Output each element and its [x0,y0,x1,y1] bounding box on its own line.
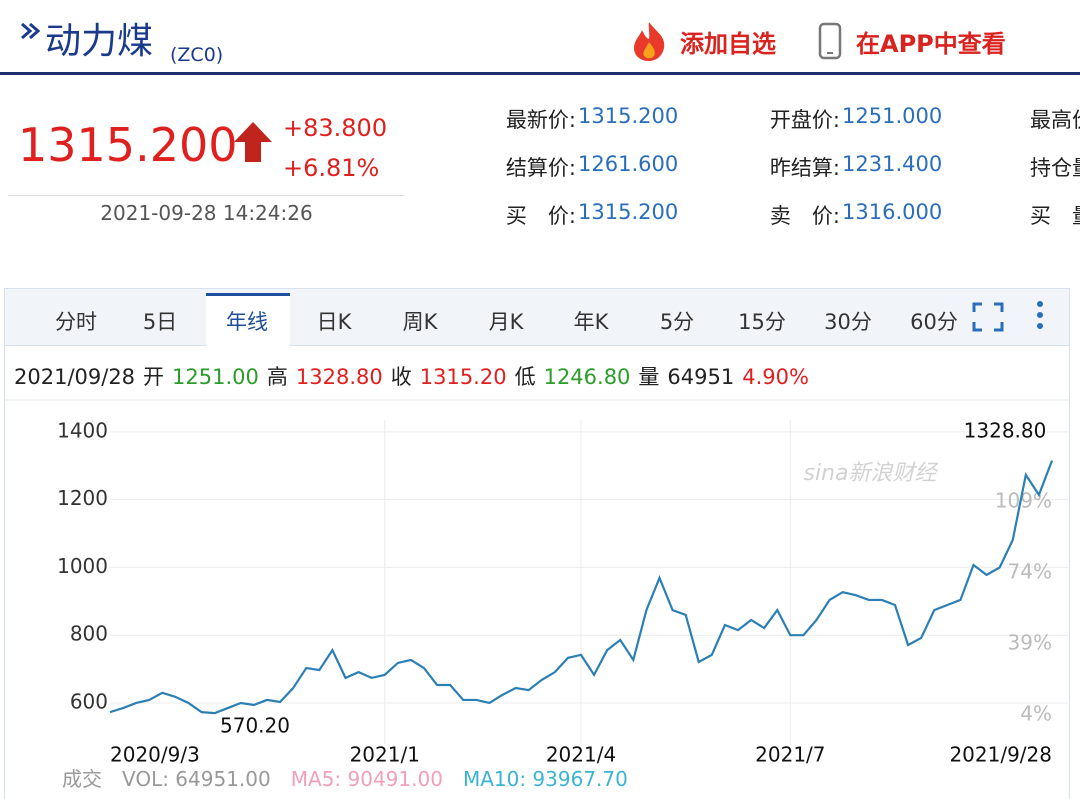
field-value: 1316.000 [842,200,943,224]
volume-item: MA10: 93967.70 [462,767,628,791]
tab[interactable]: 日K [316,310,352,334]
tab[interactable]: 月K [488,310,524,334]
x-tick-label: 2021/4 [546,743,616,767]
tab[interactable]: 5日 [142,310,178,334]
volume-item: MA5: 90491.00 [290,767,443,791]
add-watchlist[interactable]: 添加自选 [680,30,776,58]
divider [8,195,405,196]
tab[interactable]: 5分 [659,310,695,334]
x-tick-label: 2021/7 [755,743,825,767]
field-value: 1315.200 [578,104,679,128]
arrow-icon [21,22,41,40]
field-value: 1231.400 [842,152,943,176]
open-app[interactable]: 在APP中查看 [856,30,1006,58]
info-value: 1315.20 [419,365,507,389]
info-label: 低 [514,365,536,389]
field-label: 持仓量 [1030,156,1080,180]
field-label: 结算价: [505,156,576,180]
y2-tick-label: 74% [1008,559,1052,583]
tab[interactable]: 年线 [226,310,268,334]
info-label: 高 [266,365,288,389]
field-label: 买 量 [1030,204,1080,228]
x-tick-label: 2021/9/28 [949,743,1052,767]
field-value: 1251.000 [842,104,943,128]
chart-panel [4,288,1070,799]
field-label: 最高价 [1030,108,1080,132]
y2-tick-label: 4% [1020,701,1052,725]
field-value: 1315.200 [578,200,679,224]
change: +83.800 [283,114,388,142]
y-tick-label: 1000 [57,554,108,578]
field-label: 开盘价: [769,108,840,132]
price-line [109,460,1054,715]
info-value: 64951 [667,365,735,389]
field-label: 最新价: [505,108,576,132]
info-value: 1328.80 [295,365,383,389]
tab[interactable]: 60分 [910,310,958,334]
min-annotation: 570.20 [220,714,290,738]
y2-tick-label: 39% [1008,630,1052,654]
tab[interactable]: 周K [402,310,438,334]
code: (ZC0) [170,44,224,66]
info-label: 收 [390,365,412,389]
tab[interactable]: 30分 [824,310,872,334]
y-tick-label: 800 [70,622,108,646]
field-label: 昨结算: [769,156,840,180]
active-tab [206,293,290,349]
title: 动力煤 [45,21,154,62]
y-tick-label: 1400 [57,418,108,442]
volume-item: VOL: 64951.00 [122,767,271,791]
tab[interactable]: 分时 [55,310,97,334]
field-label: 买 价: [505,204,576,228]
time: 2021-09-28 14:24:26 [100,201,313,225]
tab[interactable]: 15分 [738,310,786,334]
info-value: 1246.80 [543,365,631,389]
watermark: sina新浪财经 [804,461,939,486]
field-label: 卖 价: [769,204,840,228]
fire-icon [634,22,665,61]
info-label: 开 [143,365,165,389]
change-pct: +6.81% [283,154,380,182]
max-annotation: 1328.80 [964,419,1047,443]
tab[interactable]: 年K [573,310,609,334]
fullscreen-icon[interactable] [972,302,1004,332]
y-tick-label: 600 [70,689,108,713]
tab-bar [5,289,1069,346]
field-value: 1261.600 [578,152,679,176]
info-line: 2021/09/28 开 1251.00 高 1328.80 收 1315.20 低 1246.… [14,361,809,391]
info-date: 2021/09/28 [14,365,136,389]
nav-line [0,72,1080,75]
info-label: 量 [638,365,660,389]
phone-icon [818,22,842,60]
up-arrow [234,122,272,162]
x-tick-label: 2021/1 [350,743,420,767]
volume-line: 成交 VOL: 64951.00 MA5: 90491.00 MA10: 93967.… [62,763,628,792]
price: 1315.200 [18,118,238,172]
info-value: 1251.00 [172,365,259,389]
y-tick-label: 1200 [57,486,108,510]
x-tick-label: 2020/9/3 [110,743,200,767]
more-icon[interactable] [1034,298,1046,334]
info-extra: 4.90% [742,365,809,389]
volume-label: 成交 [62,767,102,791]
